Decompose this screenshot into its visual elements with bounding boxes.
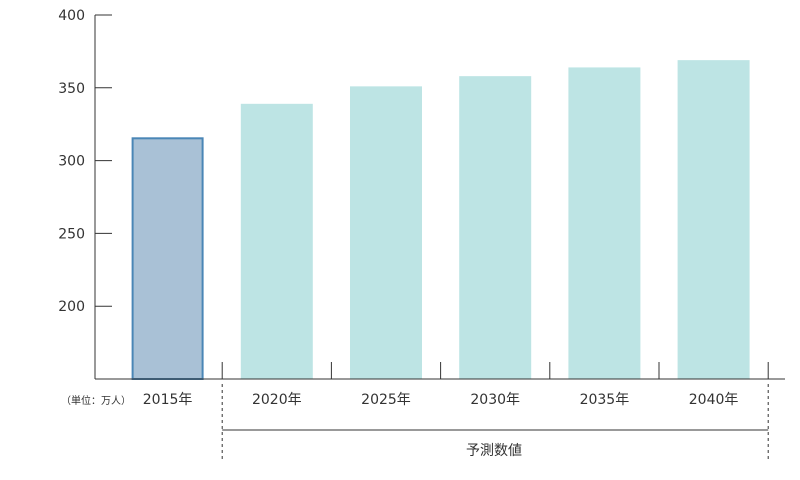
y-tick-label: 250 — [58, 226, 85, 242]
forecast-label: 予測数値 — [466, 443, 522, 459]
forecast-bracket — [221, 384, 769, 462]
y-tick-label: 350 — [58, 81, 85, 97]
x-tick-label: 2015年 — [143, 392, 193, 408]
bar — [677, 60, 750, 380]
bar — [568, 67, 641, 379]
x-tick-label: 2035年 — [580, 392, 630, 408]
x-tick-label: 2030年 — [470, 392, 520, 408]
y-tick-label: 300 — [58, 154, 85, 170]
y-axis: 200 250 300 350 400 — [58, 8, 112, 379]
x-axis: 2015年 2020年 2025年 2030年 2035年 2040年 — [95, 362, 785, 408]
bar — [131, 137, 204, 380]
x-tick-label: 2025年 — [361, 392, 411, 408]
x-tick-label: 2020年 — [252, 392, 302, 408]
bar — [240, 103, 313, 379]
bars — [131, 60, 750, 380]
unit-label: （単位：万人） — [61, 394, 131, 407]
y-tick-label: 400 — [58, 8, 85, 24]
bar — [459, 76, 532, 379]
y-tick-label: 200 — [58, 299, 85, 315]
bar — [350, 86, 422, 380]
x-tick-label: 2040年 — [689, 392, 739, 408]
